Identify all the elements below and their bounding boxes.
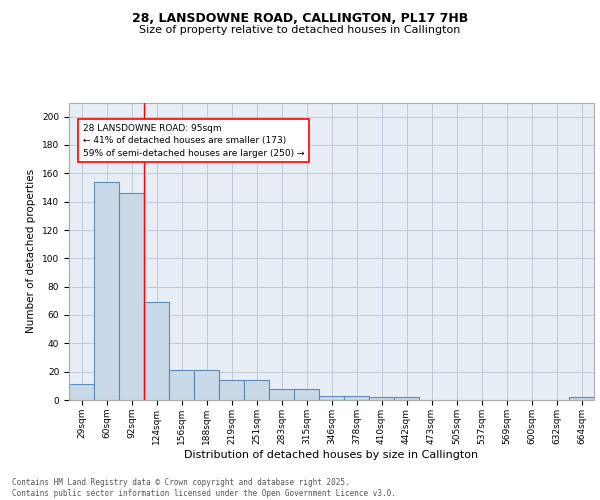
- Bar: [244, 380, 269, 400]
- Text: 28, LANSDOWNE ROAD, CALLINGTON, PL17 7HB: 28, LANSDOWNE ROAD, CALLINGTON, PL17 7HB: [132, 12, 468, 26]
- Bar: [269, 388, 294, 400]
- Y-axis label: Number of detached properties: Number of detached properties: [26, 169, 37, 334]
- Bar: [144, 302, 169, 400]
- Bar: [369, 397, 394, 400]
- Bar: [569, 397, 594, 400]
- Bar: [69, 384, 94, 400]
- Bar: [294, 388, 319, 400]
- Bar: [319, 396, 344, 400]
- Bar: [394, 397, 419, 400]
- Bar: [194, 370, 219, 400]
- Bar: [344, 396, 369, 400]
- Bar: [219, 380, 244, 400]
- Bar: [169, 370, 194, 400]
- Text: Contains HM Land Registry data © Crown copyright and database right 2025.
Contai: Contains HM Land Registry data © Crown c…: [12, 478, 396, 498]
- Bar: [94, 182, 119, 400]
- X-axis label: Distribution of detached houses by size in Callington: Distribution of detached houses by size …: [184, 450, 479, 460]
- Text: Size of property relative to detached houses in Callington: Size of property relative to detached ho…: [139, 25, 461, 35]
- Bar: [119, 193, 144, 400]
- Text: 28 LANSDOWNE ROAD: 95sqm
← 41% of detached houses are smaller (173)
59% of semi-: 28 LANSDOWNE ROAD: 95sqm ← 41% of detach…: [83, 124, 304, 158]
